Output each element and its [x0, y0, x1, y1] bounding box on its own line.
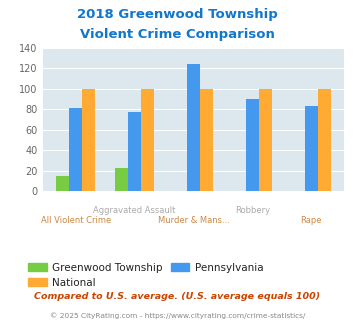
- Bar: [82, 89, 95, 191]
- Bar: [305, 106, 318, 191]
- Text: 2018 Greenwood Township: 2018 Greenwood Township: [77, 8, 278, 21]
- Text: Murder & Mans...: Murder & Mans...: [158, 216, 229, 225]
- Bar: [69, 108, 82, 191]
- Bar: [246, 99, 259, 191]
- Bar: [318, 89, 331, 191]
- Bar: [200, 89, 213, 191]
- Bar: [259, 89, 272, 191]
- Bar: [115, 168, 128, 191]
- Text: Robbery: Robbery: [235, 206, 270, 215]
- Text: Compared to U.S. average. (U.S. average equals 100): Compared to U.S. average. (U.S. average …: [34, 292, 321, 301]
- Text: Rape: Rape: [300, 216, 322, 225]
- Bar: [56, 176, 69, 191]
- Text: Aggravated Assault: Aggravated Assault: [93, 206, 176, 215]
- Legend: Greenwood Township, National, Pennsylvania: Greenwood Township, National, Pennsylvan…: [24, 258, 267, 292]
- Text: © 2025 CityRating.com - https://www.cityrating.com/crime-statistics/: © 2025 CityRating.com - https://www.city…: [50, 312, 305, 318]
- Text: All Violent Crime: All Violent Crime: [40, 216, 111, 225]
- Bar: [128, 113, 141, 191]
- Bar: [187, 64, 200, 191]
- Text: Violent Crime Comparison: Violent Crime Comparison: [80, 28, 275, 41]
- Bar: [141, 89, 154, 191]
